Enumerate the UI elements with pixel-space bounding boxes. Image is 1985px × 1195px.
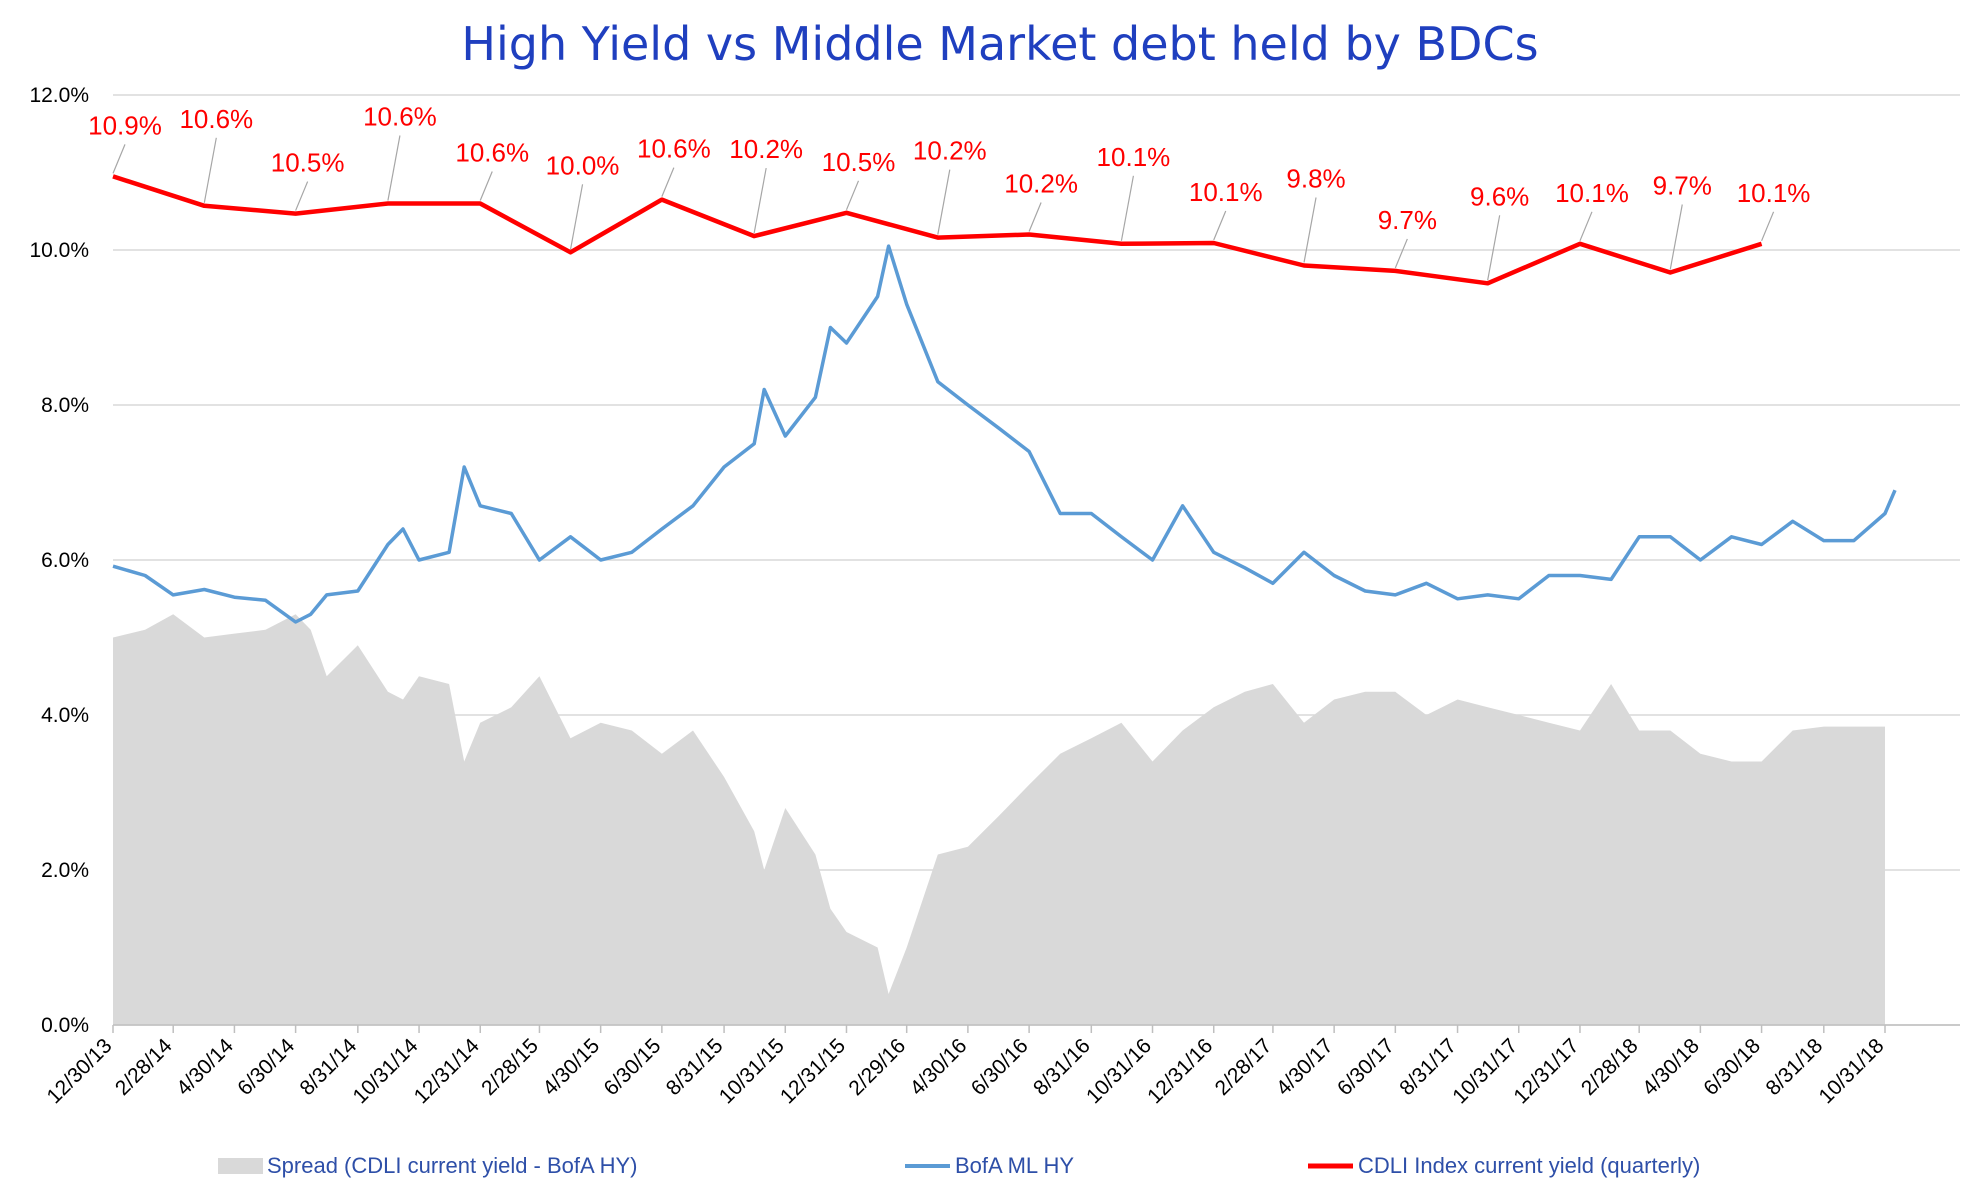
cdli-data-label: 10.1% xyxy=(1097,142,1171,172)
cdli-line-layer xyxy=(112,174,1763,286)
data-label-leader xyxy=(387,135,401,201)
data-label-leader xyxy=(937,169,951,235)
y-tick-label: 6.0% xyxy=(41,549,89,572)
x-tick-label: 2/28/18 xyxy=(1577,1034,1643,1100)
bofa-ml-hy-line xyxy=(112,244,1897,624)
cdli-data-label: 10.6% xyxy=(455,138,529,168)
cdli-index-line xyxy=(112,174,1763,286)
data-label-leader xyxy=(569,184,584,250)
x-tick-label: 10/31/16 xyxy=(1082,1034,1156,1108)
x-tick-label: 12/31/17 xyxy=(1509,1034,1583,1108)
cdli-data-label: 10.1% xyxy=(1189,177,1263,207)
cdli-data-label: 10.9% xyxy=(88,110,162,140)
x-tick-label: 12/30/13 xyxy=(42,1034,116,1108)
x-tick-label: 6/30/18 xyxy=(1699,1034,1765,1100)
cdli-data-label: 10.6% xyxy=(637,134,711,164)
cdli-data-label: 9.7% xyxy=(1378,205,1437,235)
data-label-leader xyxy=(112,144,126,174)
data-label-leader xyxy=(1213,210,1227,241)
x-tick-label: 2/28/14 xyxy=(111,1034,177,1100)
x-tick-label: 4/30/14 xyxy=(172,1034,238,1100)
x-tick-label: 2/29/16 xyxy=(844,1034,910,1100)
cdli-data-label: 10.2% xyxy=(913,136,987,166)
bofa-line-layer xyxy=(112,244,1897,624)
y-tick-label: 8.0% xyxy=(41,394,89,417)
x-tick-label: 12/31/16 xyxy=(1143,1034,1217,1108)
data-label-leader xyxy=(1394,238,1408,269)
legend-label-spread: Spread (CDLI current yield - BofA HY) xyxy=(267,1153,637,1178)
data-label-leader xyxy=(1028,202,1042,232)
x-tick-label: 4/30/15 xyxy=(538,1034,604,1100)
x-tick-label: 6/30/16 xyxy=(967,1034,1033,1100)
cdli-data-label: 9.6% xyxy=(1470,181,1529,211)
data-label-leader xyxy=(1120,175,1135,241)
x-tick-label: 10/31/15 xyxy=(715,1034,789,1108)
chart-title: High Yield vs Middle Market debt held by… xyxy=(461,17,1538,71)
cdli-data-label: 9.7% xyxy=(1653,170,1712,200)
y-tick-label: 0.0% xyxy=(41,1014,89,1037)
data-label-leader xyxy=(661,167,675,197)
x-tick-label: 4/30/18 xyxy=(1638,1034,1704,1100)
x-tick-label: 2/28/17 xyxy=(1211,1034,1277,1100)
x-tick-label: 10/31/14 xyxy=(349,1034,423,1108)
cdli-data-label: 10.1% xyxy=(1555,178,1629,208)
x-tick-label: 6/30/17 xyxy=(1333,1034,1399,1100)
cdli-data-label: 10.2% xyxy=(1004,169,1078,199)
y-tick-label: 2.0% xyxy=(41,859,89,882)
cdli-data-label: 10.0% xyxy=(546,150,620,180)
y-axis: 0.0% 2.0% 4.0% 6.0% 8.0% 10.0% 12.0% xyxy=(29,84,89,1037)
y-tick-label: 4.0% xyxy=(41,704,89,727)
y-tick-label: 12.0% xyxy=(29,84,89,107)
data-label-leader xyxy=(1303,197,1317,263)
legend-label-cdli: CDLI Index current yield (quarterly) xyxy=(1358,1153,1700,1178)
legend: Spread (CDLI current yield - BofA HY) Bo… xyxy=(218,1153,1700,1178)
x-tick-label: 6/30/15 xyxy=(600,1034,666,1100)
data-label-leader xyxy=(1761,211,1775,242)
cdli-data-label: 10.6% xyxy=(179,104,253,134)
x-tick-label: 6/30/14 xyxy=(233,1034,299,1100)
x-tick-label: 12/31/14 xyxy=(410,1034,484,1108)
data-label-leader xyxy=(1487,215,1501,281)
cdli-data-label: 9.8% xyxy=(1286,164,1345,194)
data-label-leader xyxy=(1579,211,1593,242)
cdli-data-label: 10.2% xyxy=(729,134,803,164)
x-tick-label: 4/30/16 xyxy=(906,1034,972,1100)
legend-label-bofa: BofA ML HY xyxy=(955,1153,1074,1178)
data-label-leader xyxy=(203,137,217,203)
spread-area-layer xyxy=(113,614,1885,1025)
x-tick-label: 10/31/17 xyxy=(1448,1034,1522,1108)
x-tick-label: 4/30/17 xyxy=(1272,1034,1338,1100)
data-label-leader xyxy=(753,167,767,234)
x-tick-label: 12/31/15 xyxy=(776,1034,850,1108)
cdli-data-labels: 10.9% 10.6% 10.5% 10.6% 10.6% 10.0% 10.6% 10.2%… xyxy=(88,102,1810,281)
data-label-leader xyxy=(479,171,493,201)
cdli-data-label: 10.6% xyxy=(363,102,437,132)
data-label-leader xyxy=(845,180,860,211)
spread-area xyxy=(113,614,1885,1025)
cdli-data-label: 10.5% xyxy=(271,148,345,178)
y-tick-label: 10.0% xyxy=(29,239,89,262)
x-tick-label: 2/28/15 xyxy=(477,1034,543,1100)
x-tick-label: 10/31/18 xyxy=(1814,1034,1888,1108)
data-label-leader xyxy=(1669,204,1683,270)
cdli-data-label: 10.1% xyxy=(1737,178,1811,208)
legend-swatch-spread xyxy=(218,1158,263,1174)
data-label-leader xyxy=(295,181,309,211)
x-axis: 12/30/132/28/144/30/146/30/148/31/1410/3… xyxy=(42,1024,1960,1108)
cdli-data-label: 10.5% xyxy=(822,147,896,177)
